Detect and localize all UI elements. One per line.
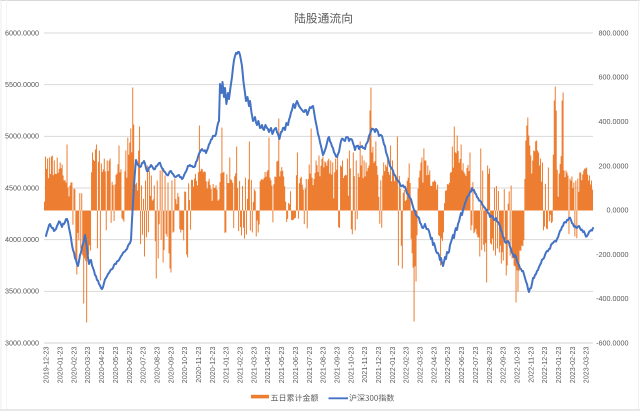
svg-text:2020-05-23: 2020-05-23 [111,347,120,384]
svg-text:2019-12-23: 2019-12-23 [42,347,51,384]
svg-text:4500.0000: 4500.0000 [5,183,39,192]
svg-text:4000.0000: 4000.0000 [5,235,39,244]
svg-text:2021-06-23: 2021-06-23 [291,347,300,384]
svg-text:-600.0000: -600.0000 [596,338,628,347]
svg-text:2022-07-23: 2022-07-23 [471,347,480,384]
svg-text:2020-02-23: 2020-02-23 [69,347,78,384]
svg-text:2022-11-23: 2022-11-23 [526,347,535,383]
svg-text:2021-07-23: 2021-07-23 [305,347,314,384]
svg-text:2022-01-23: 2022-01-23 [388,347,397,384]
svg-text:2022-08-23: 2022-08-23 [485,347,494,384]
svg-text:3000.0000: 3000.0000 [5,338,39,347]
svg-text:2021-09-23: 2021-09-23 [333,347,342,384]
svg-text:2020-10-23: 2020-10-23 [180,347,189,384]
svg-text:2021-11-23: 2021-11-23 [360,347,369,383]
svg-text:2023-03-23: 2023-03-23 [582,347,591,384]
svg-text:-200.0000: -200.0000 [596,250,628,259]
svg-text:2020-12-23: 2020-12-23 [208,347,217,384]
svg-text:200.0000: 200.0000 [599,161,629,170]
svg-text:0.0000: 0.0000 [607,206,629,215]
svg-text:2021-08-23: 2021-08-23 [319,347,328,384]
svg-text:5500.0000: 5500.0000 [5,80,39,89]
svg-text:2021-01-23: 2021-01-23 [222,347,231,384]
svg-text:2020-08-23: 2020-08-23 [153,347,162,384]
svg-text:2020-06-23: 2020-06-23 [125,347,134,384]
svg-text:2022-05-23: 2022-05-23 [443,347,452,384]
svg-text:-400.0000: -400.0000 [596,294,628,303]
svg-text:2022-02-23: 2022-02-23 [402,347,411,384]
svg-text:2020-04-23: 2020-04-23 [97,347,106,384]
svg-text:2021-03-23: 2021-03-23 [249,347,258,384]
svg-text:800.0000: 800.0000 [599,28,629,37]
svg-text:400.0000: 400.0000 [599,117,629,126]
svg-text:2022-10-23: 2022-10-23 [513,347,522,384]
svg-text:5000.0000: 5000.0000 [5,132,39,141]
svg-text:2022-03-23: 2022-03-23 [416,347,425,384]
svg-text:2022-09-23: 2022-09-23 [499,347,508,384]
svg-text:2021-02-23: 2021-02-23 [236,347,245,384]
svg-text:2020-11-23: 2020-11-23 [194,347,203,383]
svg-text:2021-12-23: 2021-12-23 [374,347,383,384]
svg-text:2020-03-23: 2020-03-23 [83,347,92,384]
svg-text:6000.0000: 6000.0000 [5,28,39,37]
svg-text:2020-01-23: 2020-01-23 [56,347,65,384]
svg-text:2023-01-23: 2023-01-23 [554,347,563,384]
svg-text:3500.0000: 3500.0000 [5,287,39,296]
svg-text:2021-05-23: 2021-05-23 [277,347,286,384]
svg-text:2020-07-23: 2020-07-23 [139,347,148,384]
svg-text:2020-09-23: 2020-09-23 [166,347,175,384]
svg-text:2022-06-23: 2022-06-23 [457,347,466,384]
svg-text:2023-02-23: 2023-02-23 [568,347,577,384]
svg-text:2021-04-23: 2021-04-23 [263,347,272,384]
svg-text:2022-12-23: 2022-12-23 [540,347,549,384]
svg-text:600.0000: 600.0000 [599,73,629,82]
svg-text:2022-04-23: 2022-04-23 [429,347,438,384]
svg-text:2021-10-23: 2021-10-23 [346,347,355,384]
